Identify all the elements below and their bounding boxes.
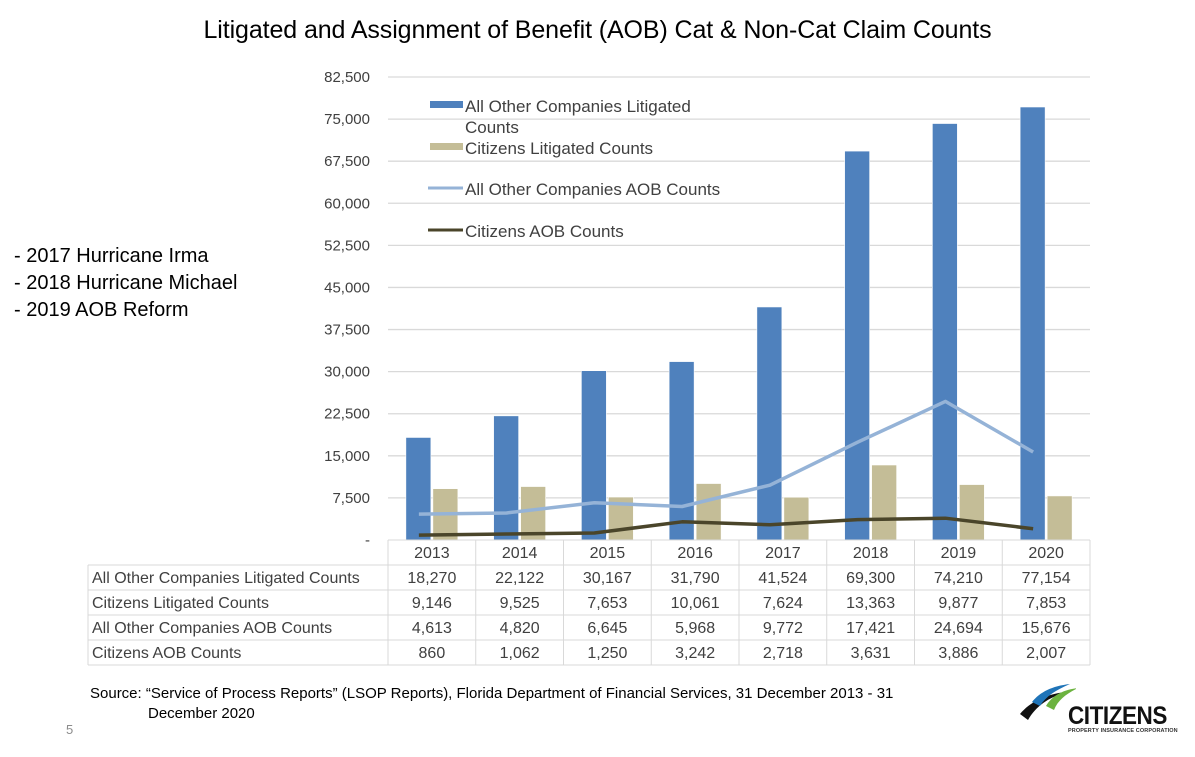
table-cell: 3,886 <box>938 645 978 662</box>
y-tick-label: 75,000 <box>324 111 370 128</box>
bar-all-other-litigated <box>581 370 607 541</box>
y-tick-label: 37,500 <box>324 322 370 339</box>
table-cell: 10,061 <box>671 595 720 612</box>
source-note: Source: “Service of Process Reports” (LS… <box>90 684 990 724</box>
table-cell: 7,853 <box>1026 595 1066 612</box>
table-cell: 7,653 <box>587 595 627 612</box>
bar-citizens-litigated <box>695 483 722 541</box>
x-tick-label: 2013 <box>414 545 450 562</box>
y-tick-label: 52,500 <box>324 237 370 254</box>
table-cell: 41,524 <box>758 570 807 587</box>
y-tick-label: 67,500 <box>324 153 370 170</box>
y-tick-label: 15,000 <box>324 448 370 465</box>
page-number: 5 <box>66 722 74 737</box>
table-cell: 7,624 <box>763 595 803 612</box>
x-tick-label: 2019 <box>941 545 977 562</box>
bar-citizens-litigated <box>871 464 897 541</box>
legend-swatch-icon <box>430 101 463 108</box>
table-row-header: All Other Companies AOB Counts <box>92 620 332 637</box>
y-tick-label: 45,000 <box>324 279 370 296</box>
y-tick-label: 82,500 <box>324 69 370 86</box>
bar-all-other-litigated <box>405 437 432 541</box>
logo-subtitle: PROPERTY INSURANCE CORPORATION <box>1068 728 1178 734</box>
table-cell: 69,300 <box>846 570 895 587</box>
legend: All Other Companies Litigated Counts Citiz… <box>428 97 720 241</box>
legend-label: All Other Companies Litigated <box>465 97 691 116</box>
y-tick-label: 22,500 <box>324 406 370 423</box>
chart-title: Litigated and Assignment of Benefit (AOB… <box>203 16 992 44</box>
table-cell: 4,613 <box>412 620 452 637</box>
table-cell: 1,250 <box>587 645 627 662</box>
gridlines <box>388 76 1090 499</box>
combo-chart: - 7,500 15,000 22,500 30,000 37,500 45,000 52,5… <box>87 69 1091 666</box>
bar-series <box>405 106 1073 541</box>
x-tick-label: 2017 <box>765 545 801 562</box>
source-line-1: Source: “Service of Process Reports” (LS… <box>90 685 894 702</box>
table-cell: 17,421 <box>846 620 895 637</box>
legend-label: All Other Companies AOB Counts <box>465 180 720 199</box>
table-cell: 2,007 <box>1026 645 1066 662</box>
table-cell: 9,772 <box>763 620 803 637</box>
table-cell: 77,154 <box>1022 570 1071 587</box>
bar-citizens-litigated <box>959 484 985 541</box>
logo-swoosh-icon <box>1020 684 1076 720</box>
x-tick-label: 2014 <box>502 545 538 562</box>
table-cell: 2,718 <box>763 645 803 662</box>
logo-wordmark: CITIZENS <box>1068 702 1167 730</box>
y-axis: - 7,500 15,000 22,500 30,000 37,500 45,000 52,5… <box>324 69 370 549</box>
table-cell: 18,270 <box>407 570 456 587</box>
bar-citizens-litigated <box>520 486 546 541</box>
y-tick-label: - <box>365 532 370 549</box>
table-cell: 5,968 <box>675 620 715 637</box>
legend-label: Citizens AOB Counts <box>465 222 624 241</box>
legend-label: Citizens Litigated Counts <box>465 139 653 158</box>
table-cell: 3,242 <box>675 645 715 662</box>
table-cell: 31,790 <box>671 570 720 587</box>
table-cell: 9,146 <box>412 595 452 612</box>
note-item: - 2019 AOB Reform <box>14 299 189 321</box>
legend-label: Counts <box>465 118 519 137</box>
bar-all-other-litigated <box>668 361 695 541</box>
y-tick-label: 60,000 <box>324 195 370 212</box>
table-cell: 1,062 <box>500 645 540 662</box>
source-line-2: December 2020 <box>148 705 255 722</box>
line-citizens-aob <box>418 516 1034 537</box>
bar-all-other-litigated <box>493 415 519 541</box>
line-all-other-aob <box>418 399 1034 516</box>
table-cell: 9,877 <box>938 595 978 612</box>
table-row-header: All Other Companies Litigated Counts <box>92 570 360 587</box>
note-item: - 2017 Hurricane Irma <box>14 245 209 267</box>
table-cell: 24,694 <box>934 620 983 637</box>
table-cell: 3,631 <box>851 645 891 662</box>
citizens-logo: CITIZENS PROPERTY INSURANCE CORPORATION <box>1016 680 1178 740</box>
table-cell: 13,363 <box>846 595 895 612</box>
table-cell: 30,167 <box>583 570 632 587</box>
data-table: 2013 2014 2015 2016 2017 2018 2019 2020 All Othe… <box>87 539 1091 666</box>
bar-all-other-litigated <box>844 150 870 541</box>
bar-citizens-litigated <box>1046 495 1073 541</box>
table-cell: 15,676 <box>1022 620 1071 637</box>
y-tick-label: 7,500 <box>332 490 370 507</box>
x-tick-label: 2018 <box>853 545 889 562</box>
x-tick-label: 2015 <box>590 545 626 562</box>
note-item: - 2018 Hurricane Michael <box>14 272 238 294</box>
table-cell: 6,645 <box>587 620 627 637</box>
bar-all-other-litigated <box>756 306 783 541</box>
line-series <box>418 399 1034 537</box>
legend-swatch-icon <box>430 143 463 150</box>
bar-all-other-litigated <box>1019 106 1046 541</box>
table-cell: 9,525 <box>500 595 540 612</box>
y-tick-label: 30,000 <box>324 364 370 381</box>
bar-citizens-litigated <box>783 496 810 541</box>
table-cell: 74,210 <box>934 570 983 587</box>
x-tick-label: 2020 <box>1028 545 1064 562</box>
event-notes: - 2017 Hurricane Irma - 2018 Hurricane M… <box>14 243 237 324</box>
table-cell: 860 <box>419 645 446 662</box>
bar-all-other-litigated <box>932 123 958 541</box>
table-cell: 4,820 <box>500 620 540 637</box>
table-row-header: Citizens AOB Counts <box>92 645 241 662</box>
table-row-header: Citizens Litigated Counts <box>92 595 269 612</box>
table-cell: 22,122 <box>495 570 544 587</box>
x-tick-label: 2016 <box>677 545 713 562</box>
